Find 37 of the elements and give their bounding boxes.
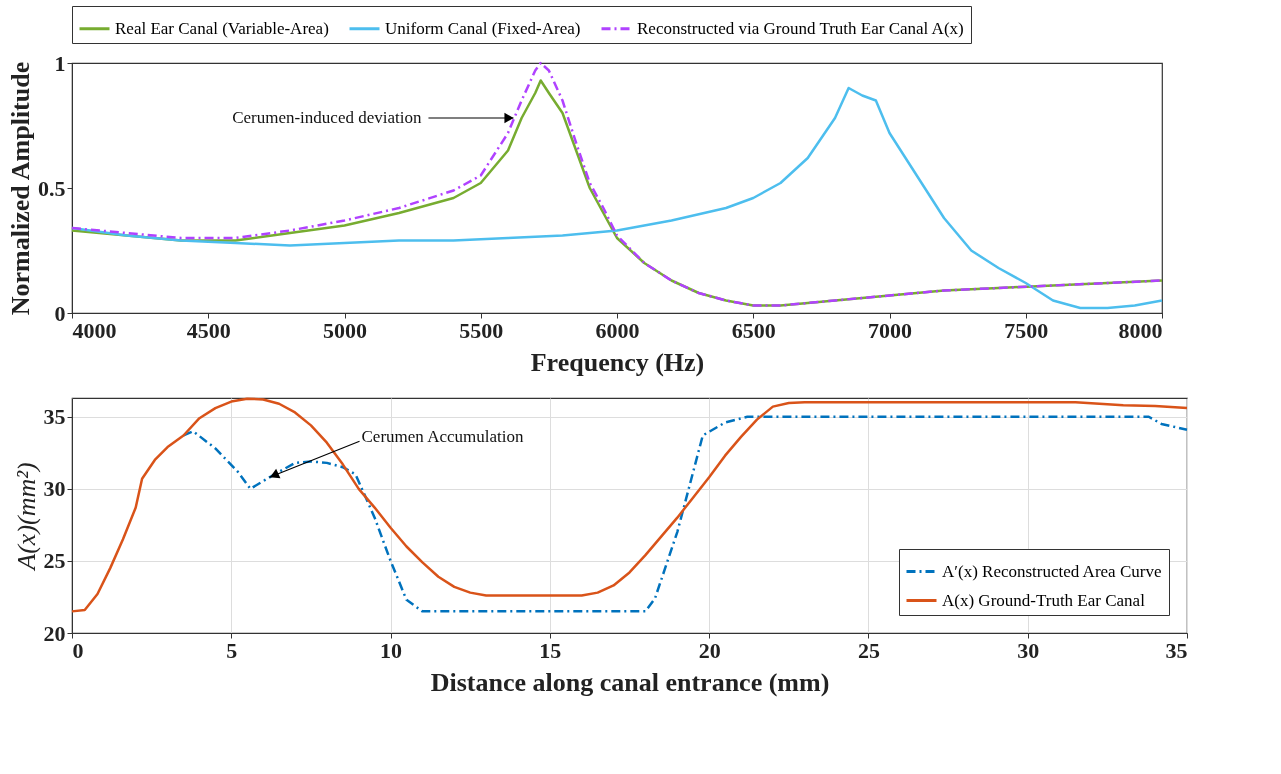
x-tick-label: 10 bbox=[380, 637, 403, 663]
y-tick-label: 20 bbox=[43, 620, 66, 646]
x-axis-title: Distance along canal entrance (mm) bbox=[430, 667, 830, 697]
x-tick-label: 7000 bbox=[868, 317, 912, 343]
y-tick-label: 0 bbox=[54, 300, 66, 326]
line-series bbox=[182, 415, 1189, 613]
x-tick-label: 6000 bbox=[595, 317, 640, 343]
x-tick-label: 30 bbox=[1017, 637, 1040, 663]
y-axis-title: Normalized Amplitude bbox=[6, 61, 35, 316]
x-tick-label: 5500 bbox=[459, 317, 504, 343]
x-tick-label: 5 bbox=[226, 637, 238, 663]
line-series bbox=[70, 397, 1189, 613]
y-axis-title: A(x)(mm²) bbox=[11, 462, 41, 572]
y-tick-label: 35 bbox=[43, 404, 66, 430]
legend-label: Uniform Canal (Fixed-Area) bbox=[385, 18, 581, 38]
y-tick-label: 0.5 bbox=[38, 175, 66, 201]
x-tick-label: 7500 bbox=[1004, 317, 1049, 343]
y-tick-label: 1 bbox=[54, 50, 66, 76]
legend-label: Reconstructed via Ground Truth Ear Canal A(x) bbox=[637, 18, 964, 38]
annotation: Cerumen Accumulation bbox=[361, 427, 524, 447]
x-tick-label: 8000 bbox=[1118, 317, 1163, 343]
y-tick-label: 30 bbox=[43, 476, 66, 502]
x-tick-label: 20 bbox=[698, 637, 721, 663]
x-tick-label: 4000 bbox=[72, 317, 117, 343]
legend-label: A′(x) Reconstructed Area Curve bbox=[942, 561, 1162, 581]
x-tick-label: 6500 bbox=[731, 317, 776, 343]
legend-label: A(x) Ground-Truth Ear Canal bbox=[942, 590, 1146, 610]
legend-label: Real Ear Canal (Variable-Area) bbox=[115, 18, 329, 38]
annotation: Cerumen-induced deviation bbox=[232, 108, 422, 127]
x-tick-label: 0 bbox=[72, 637, 84, 663]
x-tick-label: 35 bbox=[1165, 637, 1188, 663]
x-tick-label: 5000 bbox=[323, 317, 367, 343]
x-tick-label: 4500 bbox=[186, 317, 231, 343]
x-axis-title: Frequency (Hz) bbox=[530, 347, 705, 377]
x-tick-label: 25 bbox=[857, 637, 880, 663]
y-tick-label: 25 bbox=[43, 548, 66, 574]
x-tick-label: 15 bbox=[539, 637, 562, 663]
